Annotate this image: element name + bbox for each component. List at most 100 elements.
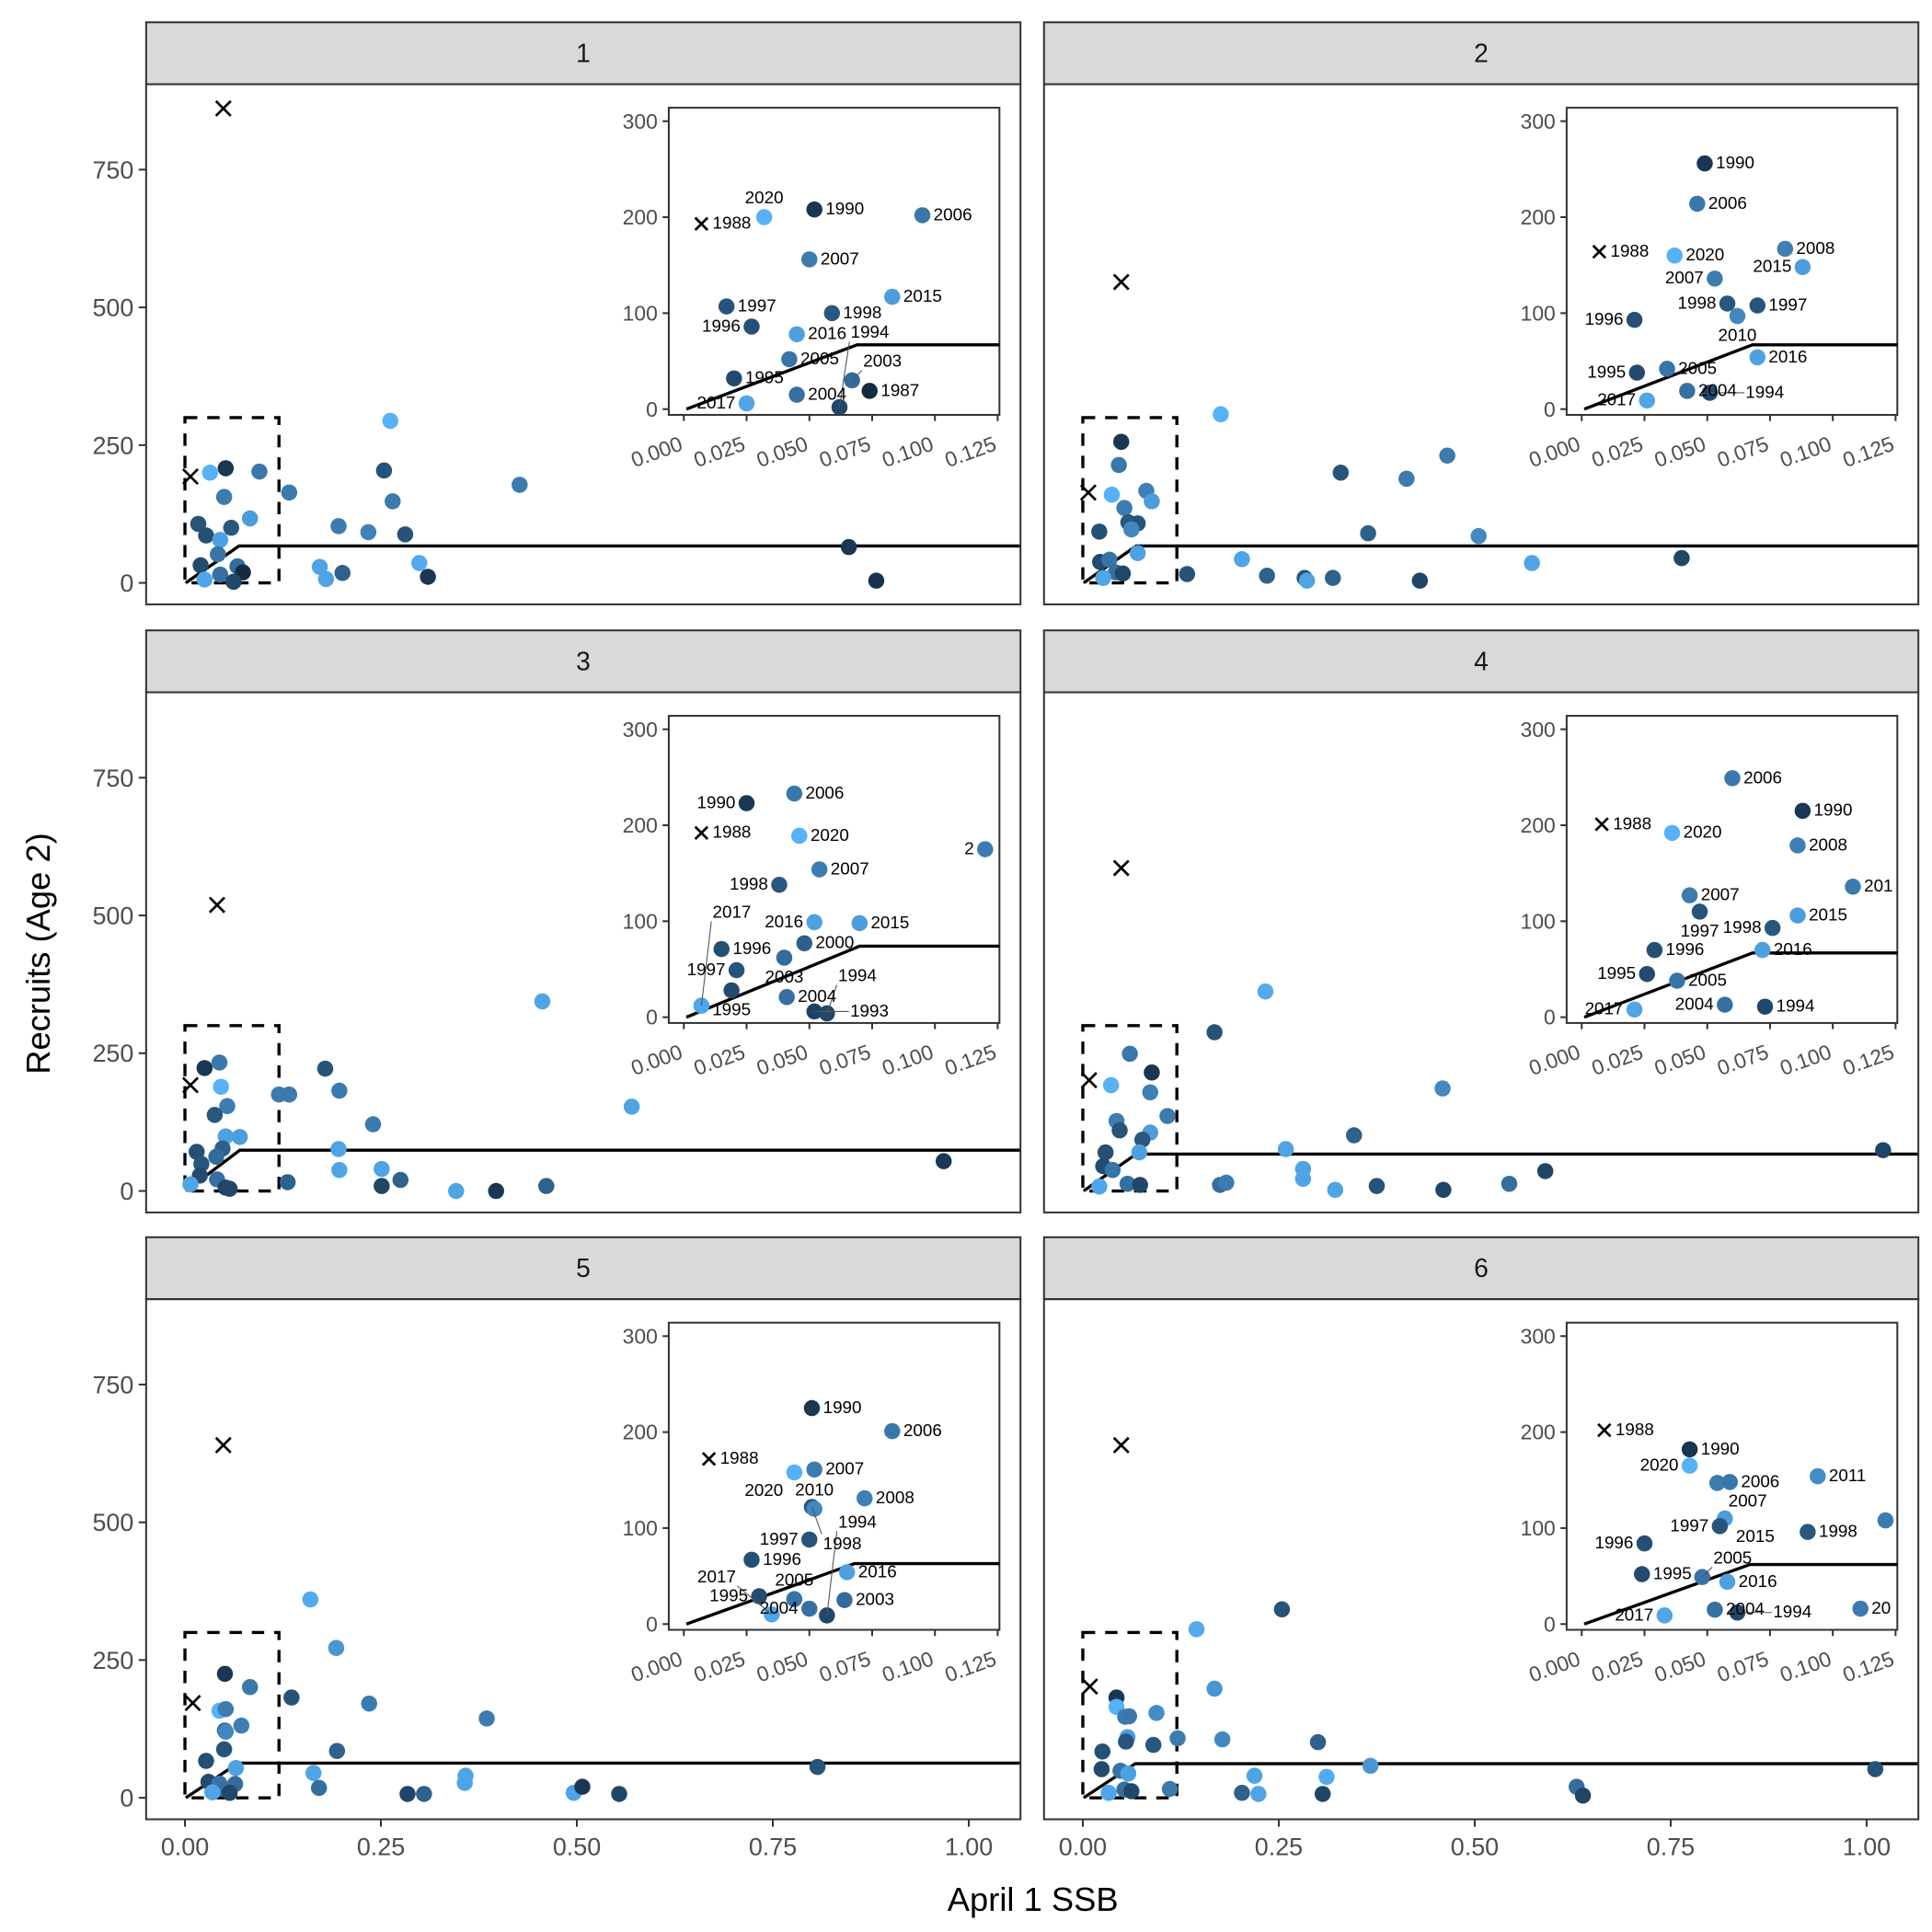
y-tick-label: 250 [92,1040,133,1067]
inset-x-tick-label: 0.025 [1589,1040,1647,1080]
inset-x-tick-label: 0.000 [627,431,685,472]
inset-point-label: 2007 [831,858,869,878]
inset-background [667,715,1001,1024]
inset-fit-line [685,343,1000,411]
inset-point-label: 1997 [687,960,726,979]
panel-5: 5 0 250 500 750 0.00 0.25 0.50 0.75 1.00 1988 1990 2… [92,1236,1022,1861]
main-point [192,557,209,574]
main-point [448,1182,465,1200]
inset-point [1659,361,1675,377]
inset-point [771,876,788,893]
inset-point [1628,364,1646,381]
inset-point [791,827,808,845]
main-point [1094,1743,1111,1760]
inset-point [1626,311,1643,328]
label-leader-line [1701,1567,1713,1578]
inset-y-tick-label: 0 [1544,397,1556,421]
inset-x-tick-label: 0.100 [1777,1646,1834,1686]
inset-x-tick-label: 0.000 [627,1646,685,1686]
y-tick-label: 0 [120,1785,133,1812]
inset-point [781,351,798,368]
inset-point-label: 2017 [697,393,736,412]
y-tick-label: 0 [120,569,133,597]
x-tick-label: 0.50 [553,1834,601,1861]
inset-y-tick-label: 200 [623,205,658,229]
main-point [210,546,226,563]
main-point [1131,1144,1148,1161]
inset-x-tick-label: 0.125 [941,1040,999,1080]
inset-x-tick-label: 0.100 [879,1646,937,1686]
inset-point-label: 2011 [1829,1466,1867,1485]
inset-point [1810,1467,1826,1485]
main-point [211,1054,228,1071]
inset-point [1719,1573,1736,1591]
inset-point-label: 2004 [1698,380,1737,399]
inset-point-label: 1998 [730,874,768,893]
inset-point [823,305,841,322]
inset-point-label: 2020 [1685,245,1724,264]
inset-y-tick-label: 300 [1521,1324,1556,1348]
main-point [1091,523,1108,540]
main-point [1118,1733,1134,1750]
cross-stroke [694,216,709,232]
cross-stroke [1112,273,1130,291]
y-tick-label: 500 [92,902,133,929]
inset-point [803,1399,821,1417]
facet-strip [144,629,1022,694]
main-point [1398,470,1415,488]
main-point [1574,1787,1592,1804]
inset-fit-line [1583,1562,1898,1626]
main-point [227,1760,245,1777]
main-point [1346,1127,1363,1144]
main-point [334,565,351,581]
inset-point [1754,941,1771,959]
main-plot [181,99,1021,591]
facet-strip-label: 6 [1474,1253,1489,1282]
inset-point-label: 1994 [851,322,890,341]
inset-x-tick-label: 0.075 [816,1646,874,1686]
inset-point-label: 2015 [870,913,909,932]
facet-strip [144,1236,1022,1301]
inset-plot: 1988 1990 2006 2020 2007 2008 1998 2010 19971996… [623,1321,1001,1687]
facet-strip-label: 5 [576,1253,591,1282]
inset-x-tick-label: 0.100 [879,1040,937,1080]
inset-y-tick-label: 100 [623,1516,658,1540]
main-point [213,1078,229,1096]
label-leader-line [826,1531,838,1616]
inset-point-label: 2017 [713,903,752,922]
inset-point [1708,1475,1726,1491]
y-tick-label: 500 [92,1509,133,1536]
inset-x-tick-label: 0.025 [1589,1646,1647,1686]
inset-point [786,1591,803,1607]
main-point [212,566,229,583]
x-tick-label: 1.00 [945,1834,993,1861]
inset-x-tick-label: 0.075 [816,1040,874,1080]
inset-point [1646,941,1663,959]
inset-x-tick-label: 0.000 [1525,1040,1583,1080]
main-point [1250,1786,1267,1802]
cross-stroke [1081,1678,1098,1696]
panel-border [144,83,1022,605]
inset-point-label: 2017 [1615,1604,1653,1624]
x-tick-label: 0.50 [1451,1834,1499,1861]
main-point [328,1639,345,1656]
x-tick-label: 0.75 [749,1834,797,1861]
cross-stroke [214,99,232,117]
main-point [198,1753,214,1769]
inset-point [1800,1524,1816,1540]
inset-cross-marker [694,216,709,232]
main-cross-marker [1112,1436,1130,1454]
x-tick-label: 0.25 [357,1834,405,1861]
inset-point [1845,879,1861,895]
inset-point [1681,887,1698,903]
inset-point [1663,824,1681,842]
main-point [574,1778,591,1795]
inset-point [1679,383,1696,399]
main-cross-marker [208,896,225,914]
inset-point-label: 2007 [1701,885,1740,904]
inset-point-label: 1998 [1819,1522,1857,1541]
inset-point [1749,349,1766,366]
main-point [1435,1181,1452,1199]
